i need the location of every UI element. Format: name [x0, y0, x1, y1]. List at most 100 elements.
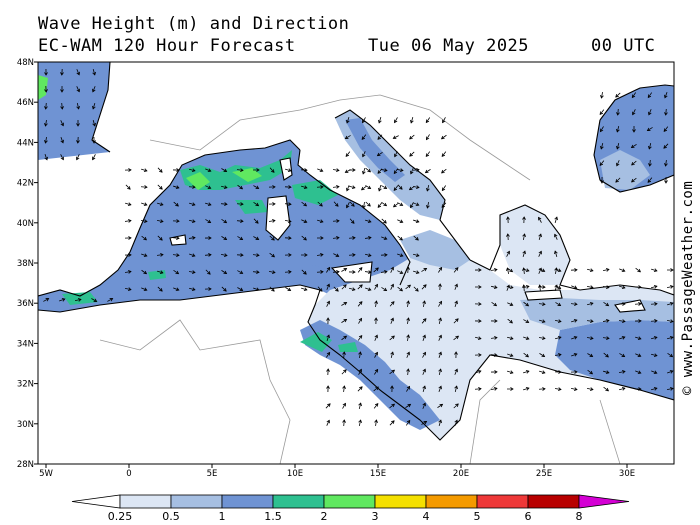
direction-arrow: [373, 386, 379, 392]
direction-arrow-head: [454, 267, 459, 271]
direction-arrow: [632, 109, 636, 115]
direction-arrow-head: [374, 317, 378, 321]
direction-arrow-head: [454, 419, 458, 424]
direction-arrow: [253, 236, 259, 240]
direction-arrow-head: [303, 287, 308, 291]
direction-arrow: [59, 298, 65, 302]
direction-arrow: [615, 177, 621, 183]
direction-arrow: [490, 285, 498, 289]
direction-arrow-head: [351, 203, 355, 207]
direction-arrow-head: [223, 185, 228, 189]
direction-arrow-head: [454, 283, 458, 288]
direction-arrow-head: [128, 236, 132, 240]
direction-arrow: [362, 168, 366, 174]
direction-arrow: [600, 126, 604, 132]
direction-arrow: [341, 284, 347, 290]
alboran-peak: [62, 292, 98, 305]
direction-arrow: [631, 144, 637, 148]
direction-arrow: [441, 202, 447, 208]
direction-arrow: [301, 219, 307, 223]
atlantic-peak: [38, 75, 48, 100]
direction-arrow: [507, 370, 513, 374]
direction-arrow-head: [664, 163, 668, 167]
legend-swatch: [323, 494, 376, 509]
direction-arrow-head: [240, 168, 244, 172]
direction-arrow-head: [415, 270, 420, 274]
direction-arrow-head: [406, 385, 411, 390]
direction-arrow-head: [374, 403, 379, 407]
direction-arrow-head: [358, 317, 362, 322]
direction-arrow-head: [159, 202, 164, 206]
direction-arrow-head: [45, 298, 50, 302]
adriatic-sea-deep: [345, 118, 405, 182]
direction-arrow: [539, 319, 545, 323]
direction-arrow: [326, 335, 330, 341]
direction-arrow-head: [415, 219, 420, 223]
direction-arrow: [284, 271, 292, 273]
direction-arrow: [409, 134, 415, 140]
direction-arrow-head: [191, 253, 196, 257]
direction-arrow-head: [554, 233, 558, 238]
direction-arrow-head: [383, 220, 387, 224]
direction-arrow: [647, 177, 653, 183]
direction-arrow-head: [207, 168, 212, 172]
direction-arrow-head: [256, 168, 260, 172]
direction-arrow-head: [390, 283, 394, 288]
direction-arrow-head: [239, 270, 244, 274]
direction-arrow-head: [541, 370, 546, 374]
direction-arrow: [377, 134, 383, 140]
direction-arrow: [506, 285, 510, 291]
direction-arrow: [454, 301, 458, 307]
direction-arrow-head: [638, 319, 642, 323]
direction-arrow-head: [319, 168, 324, 172]
direction-arrow-head: [621, 268, 626, 272]
direction-arrow: [490, 387, 498, 391]
direction-arrow: [253, 185, 259, 189]
direction-arrow: [205, 219, 211, 223]
direction-arrow: [361, 134, 367, 140]
direction-arrow-head: [441, 169, 445, 174]
direction-arrow: [173, 185, 179, 189]
direction-arrow-head: [399, 253, 404, 257]
direction-arrow-head: [509, 302, 514, 306]
direction-arrow: [648, 142, 652, 150]
legend-swatch: [527, 494, 580, 509]
direction-arrow: [76, 102, 80, 110]
borders: [99, 94, 621, 464]
direction-arrow: [373, 267, 379, 273]
direction-arrow-head: [362, 205, 366, 209]
legend-label: 3: [372, 510, 379, 523]
direction-arrow-head: [255, 202, 260, 207]
direction-arrow: [373, 403, 379, 409]
direction-arrow-head: [359, 284, 363, 288]
direction-arrow: [442, 117, 446, 123]
direction-arrow-head: [44, 140, 48, 144]
direction-arrow: [648, 109, 652, 115]
direction-arrow: [374, 284, 378, 290]
coastline-adriatic: [334, 109, 471, 261]
direction-arrow-head: [335, 203, 339, 207]
direction-arrow-head: [128, 219, 132, 223]
wave-height-legend: 0.25 0.5 1 1.5 2 3 4 5 6 8: [71, 494, 630, 523]
direction-arrow: [284, 220, 292, 222]
direction-arrow: [587, 369, 593, 375]
direction-arrow-head: [358, 368, 362, 373]
direction-arrow: [389, 335, 395, 341]
longitude-axis: 5W 0 5E 10E 15E 20E 25E 30E: [39, 464, 635, 479]
direction-arrow-head: [542, 302, 546, 306]
direction-arrow: [92, 120, 96, 126]
direction-arrow: [413, 219, 419, 223]
direction-arrow: [407, 317, 409, 325]
direction-arrow: [571, 353, 577, 357]
direction-arrow: [188, 271, 196, 273]
direction-arrow: [539, 370, 545, 374]
lon-tick-label: 20E: [453, 469, 469, 479]
direction-arrow-head: [573, 387, 578, 391]
direction-arrow: [45, 136, 47, 144]
direction-arrow: [475, 370, 481, 374]
direction-arrow-head: [621, 353, 626, 357]
direction-arrow: [358, 419, 362, 427]
direction-arrow: [506, 336, 514, 340]
direction-arrow-head: [343, 369, 347, 373]
direction-arrow-head: [454, 351, 458, 355]
